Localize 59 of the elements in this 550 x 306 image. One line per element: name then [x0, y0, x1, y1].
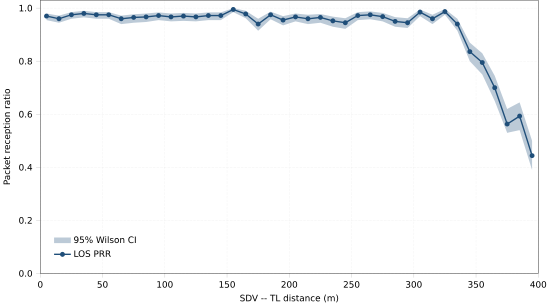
point — [330, 18, 336, 24]
point — [118, 16, 124, 22]
point — [342, 20, 348, 26]
point — [181, 14, 186, 19]
x-tick-label: 150 — [220, 281, 235, 288]
point — [355, 13, 360, 18]
x-tick-label: 0 — [38, 281, 43, 288]
point — [380, 14, 386, 20]
point — [405, 20, 410, 26]
point — [56, 16, 62, 22]
point — [218, 13, 224, 18]
x-tick-label: 400 — [530, 281, 546, 288]
point — [156, 13, 162, 18]
annotation: 95% Wilson CI — [74, 236, 136, 244]
point — [392, 19, 398, 24]
point — [144, 14, 149, 20]
y-tick-label: 1.0 — [20, 4, 32, 12]
point — [480, 60, 485, 66]
point — [230, 7, 236, 12]
x-tick-label: 250 — [344, 281, 360, 288]
x-tick-label: 100 — [157, 281, 173, 288]
point — [293, 14, 298, 20]
point — [530, 153, 535, 158]
y-axis-title: Packet reception ratio — [3, 89, 12, 184]
point — [504, 122, 510, 127]
y-tick-label: 0.2 — [19, 217, 32, 224]
point — [206, 13, 211, 18]
x-tick-label: 50 — [98, 281, 108, 288]
point — [280, 18, 286, 23]
point — [467, 49, 472, 54]
point — [131, 15, 136, 20]
point — [517, 114, 522, 119]
legend-label: LOS PRR — [74, 250, 111, 258]
point — [44, 14, 49, 19]
point — [68, 12, 74, 18]
y-tick-label: 0.6 — [19, 111, 32, 118]
y-tick-label: 0.8 — [19, 58, 32, 65]
point — [256, 22, 261, 27]
point — [442, 9, 448, 14]
x-tick-label: 200 — [282, 281, 298, 288]
point — [368, 12, 373, 18]
x-tick-label: 300 — [406, 281, 422, 288]
point — [418, 10, 422, 15]
point — [94, 12, 99, 18]
point — [168, 14, 174, 20]
point — [81, 11, 86, 16]
point — [268, 12, 274, 18]
point — [318, 15, 323, 20]
point — [193, 14, 198, 20]
point — [492, 85, 498, 90]
point — [430, 16, 435, 22]
y-tick-label: 0.4 — [19, 164, 32, 171]
point — [106, 12, 112, 18]
point — [454, 22, 460, 27]
x-axis-title: SDV -- TL distance (m) — [240, 294, 338, 303]
point — [243, 12, 248, 17]
y-tick-label: 0.0 — [19, 270, 32, 277]
point — [306, 16, 310, 22]
x-tick-label: 350 — [468, 281, 484, 288]
